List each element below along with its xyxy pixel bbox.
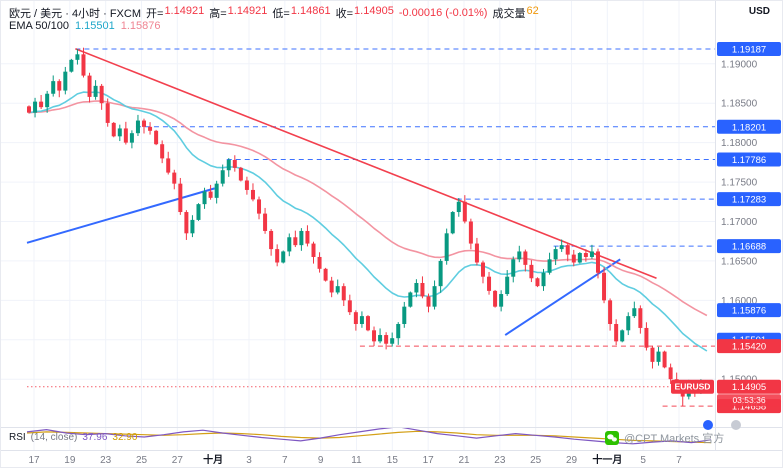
price-change: -0.00016 (-0.01%) xyxy=(398,7,488,19)
ohlc-low: 低= 1.14861 xyxy=(272,5,331,20)
price-level-badge xyxy=(717,152,781,167)
time-axis-label: 27 xyxy=(172,455,184,466)
price-axis-label: 1.19000 xyxy=(721,59,758,70)
price-level-badge xyxy=(717,192,781,207)
svg-text:1.14658: 1.14658 xyxy=(732,402,766,413)
time-axis-label: 21 xyxy=(458,455,470,466)
time-axis-label: 25 xyxy=(530,455,542,466)
price-level-badge xyxy=(717,119,781,134)
time-axis-label: 17 xyxy=(423,455,435,466)
time-axis-label: 5 xyxy=(640,455,646,466)
ema50-value: 1.15501 xyxy=(74,20,115,32)
svg-text:1.17786: 1.17786 xyxy=(732,155,766,166)
time-axis-label: 7 xyxy=(282,455,288,466)
axis-currency-label: USD xyxy=(748,6,770,17)
time-axis-label: 十一月 xyxy=(592,453,622,466)
ohlc-close: 收= 1.14905 xyxy=(335,5,394,20)
ema-legend: EMA 50/100 1.15501 1.15876 xyxy=(9,20,160,32)
ema-label: EMA 50/100 xyxy=(9,20,69,32)
ohlc-high: 高= 1.14921 xyxy=(209,5,268,20)
current-price-badge xyxy=(717,379,781,394)
price-axis-label: 1.17000 xyxy=(721,217,758,228)
time-axis-label: 3 xyxy=(246,455,252,466)
trendline-blue xyxy=(26,187,215,244)
svg-text:1.17283: 1.17283 xyxy=(732,195,766,206)
svg-text:1.18201: 1.18201 xyxy=(732,122,766,133)
reaction-icon-gray[interactable] xyxy=(731,420,741,430)
watermark: @CPT Markets 官方 xyxy=(605,430,724,446)
rsi-params: (14, close) xyxy=(30,432,78,443)
rsi-pane[interactable] xyxy=(26,427,712,445)
time-axis-label: 23 xyxy=(100,455,112,466)
symbol-title: 欧元 / 美元 · 4小时 · FXCM xyxy=(9,8,141,20)
ema100-value: 1.15876 xyxy=(120,20,161,32)
volume: 成交量 62 xyxy=(492,5,539,20)
rsi-ma-value: 32.90 xyxy=(112,432,138,443)
time-axis-label: 11 xyxy=(351,455,362,466)
rsi-value: 37.96 xyxy=(82,432,108,443)
candles xyxy=(27,47,709,407)
grid xyxy=(1,1,715,450)
price-level-badge xyxy=(717,303,781,318)
price-axis-label: 1.18000 xyxy=(721,138,758,149)
symbol-price-tag xyxy=(671,379,714,394)
rsi-title: RSI xyxy=(9,432,26,443)
time-axis-label: 17 xyxy=(28,455,40,466)
svg-text:1.14905: 1.14905 xyxy=(732,382,766,393)
price-level-badge xyxy=(717,239,781,254)
wechat-icon xyxy=(605,431,619,445)
time-axis-label: 9 xyxy=(318,455,324,466)
trendline-red xyxy=(75,48,657,280)
svg-text:1.16688: 1.16688 xyxy=(732,242,766,253)
rsi-legend: RSI (14, close) 37.96 32.90 xyxy=(9,432,137,443)
svg-text:03:53:36: 03:53:36 xyxy=(732,395,765,405)
symbol-legend: 欧元 / 美元 · 4小时 · FXCM 开= 1.14921 高= 1.14921… xyxy=(9,5,539,21)
rsi-line xyxy=(26,428,712,445)
ema-fast-line xyxy=(28,91,708,352)
bar-countdown-badge xyxy=(717,394,781,407)
trendline-blue xyxy=(504,258,621,336)
price-axis-label: 1.18500 xyxy=(721,99,758,110)
time-axis-label: 15 xyxy=(387,455,399,466)
svg-text:1.19187: 1.19187 xyxy=(732,45,766,56)
price-axis-label: 1.16000 xyxy=(721,296,758,307)
time-axis-label: 19 xyxy=(64,455,76,466)
rsi-ma-line xyxy=(26,430,712,444)
svg-text:1.15876: 1.15876 xyxy=(732,306,766,317)
svg-text:EURUSD: EURUSD xyxy=(675,382,711,392)
price-pane[interactable] xyxy=(26,47,715,407)
price-axis-label: 1.17500 xyxy=(721,178,758,189)
price-axis-label: 1.16500 xyxy=(721,256,758,267)
time-axis-label: 25 xyxy=(136,455,148,466)
price-level-badge xyxy=(717,42,781,57)
watermark-text: @CPT Markets 官方 xyxy=(624,433,725,445)
price-level-badge xyxy=(717,339,781,354)
reaction-icon-blue[interactable] xyxy=(703,420,713,430)
time-axis-label: 十月 xyxy=(203,453,223,466)
time-axis-label: 23 xyxy=(494,455,506,466)
time-axis-label: 29 xyxy=(566,455,578,466)
time-axis-label: 7 xyxy=(676,455,682,466)
svg-text:1.15420: 1.15420 xyxy=(732,342,766,353)
ohlc-open: 开= 1.14921 xyxy=(146,5,205,20)
ema-slow-line xyxy=(28,100,708,317)
